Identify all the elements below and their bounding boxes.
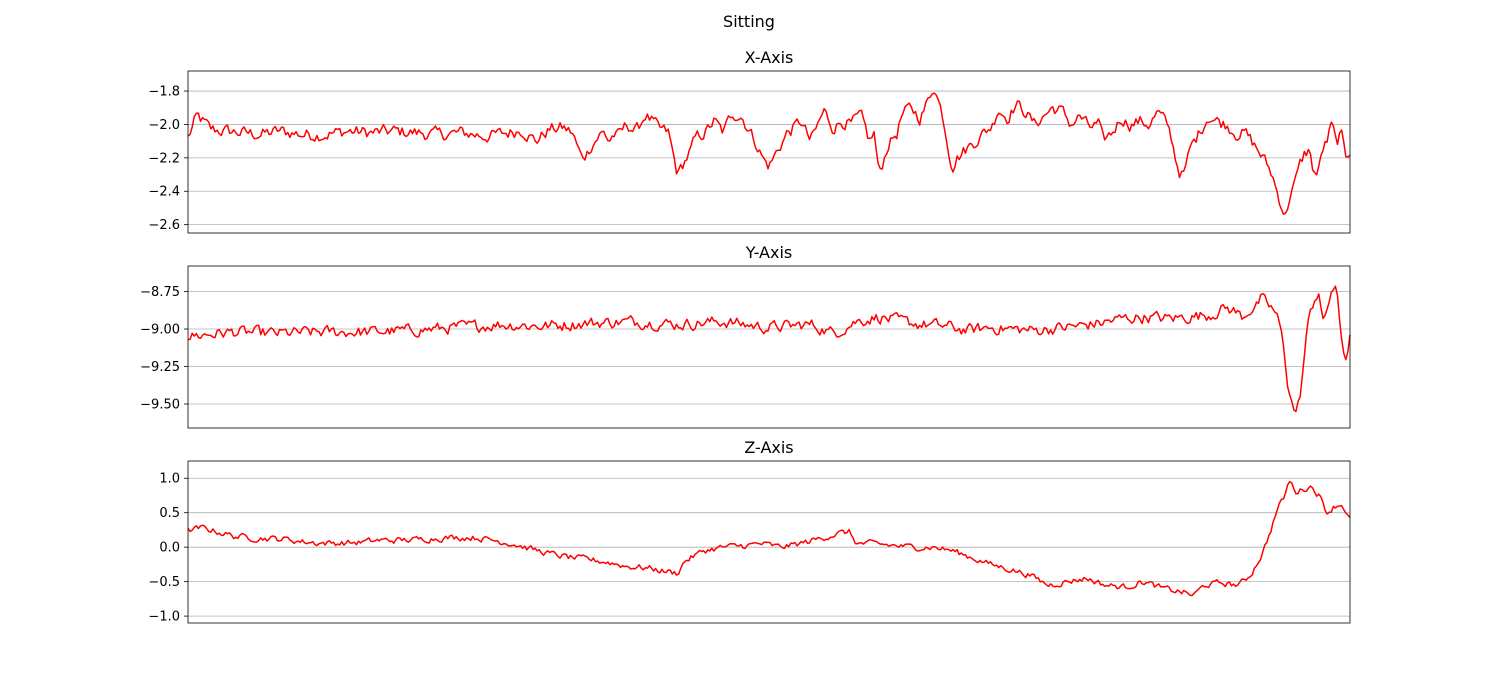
y-tick-label: −9.00 [140,323,180,338]
y-tick-label: −2.4 [148,185,180,200]
y-tick-label: 0.5 [159,506,180,521]
y-tick-label: 1.0 [159,472,180,487]
series-line [187,285,1351,413]
y-tick-label: −0.5 [148,575,180,590]
axes-frame [187,70,1351,234]
subplot-title: X-Axis [745,48,794,67]
series-line [187,480,1351,597]
subplot-2: Y-Axis −8.75 −9.00 −9.25 −9.50 [140,243,1351,429]
y-tick-label: −2.0 [148,118,180,133]
y-tick-label: −1.8 [148,85,180,100]
subplot-1: X-Axis −1.8 −2.0 −2.2 −2.4 −2.6 [148,48,1351,234]
y-tick-label: −2.6 [148,218,180,233]
y-tick-label: −2.2 [148,151,180,166]
subplot-title: Z-Axis [744,438,793,457]
subplot-title: Y-Axis [745,243,793,262]
axes-frame [187,460,1351,624]
y-tick-label: −9.50 [140,398,180,413]
y-tick-label: −1.0 [148,610,180,625]
y-tick-label: 0.0 [159,541,180,556]
axes-frame [187,265,1351,429]
y-tick-label: −9.25 [140,360,180,375]
subplots: X-Axis −1.8 −2.0 −2.2 −2.4 −2.6 Y-Axis −8.75 −9.… [140,48,1351,625]
series-line [187,92,1351,215]
chart-title: Sitting [723,12,775,31]
y-tick-label: −8.75 [140,285,180,300]
subplot-3: Z-Axis 1.0 0.5 0.0 −0.5 −1.0 [148,438,1351,625]
